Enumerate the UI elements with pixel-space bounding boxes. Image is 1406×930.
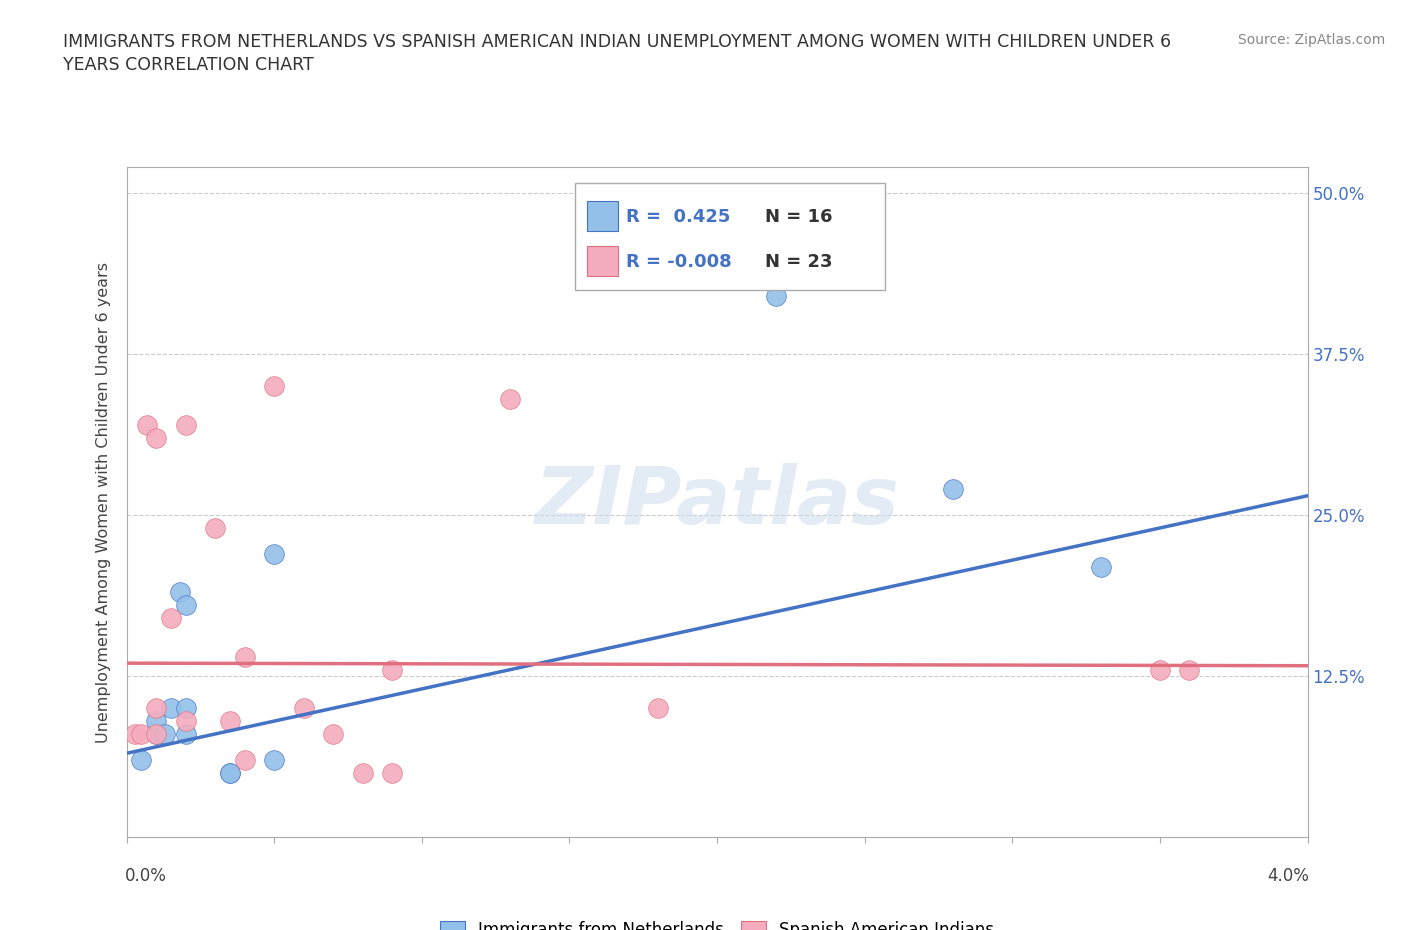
Point bbox=[219, 765, 242, 780]
Point bbox=[145, 431, 167, 445]
Point bbox=[129, 726, 153, 741]
Point bbox=[942, 482, 965, 497]
Point bbox=[145, 701, 167, 716]
Point bbox=[174, 726, 197, 741]
Point bbox=[204, 521, 226, 536]
Point bbox=[160, 611, 183, 626]
Point bbox=[263, 752, 285, 767]
Point bbox=[1149, 662, 1171, 677]
Point bbox=[145, 726, 167, 741]
Text: N = 23: N = 23 bbox=[765, 253, 832, 271]
Point bbox=[124, 726, 146, 741]
Point bbox=[1090, 559, 1112, 574]
Point bbox=[322, 726, 344, 741]
Point bbox=[174, 713, 197, 728]
Text: N = 16: N = 16 bbox=[765, 208, 832, 226]
Point bbox=[263, 546, 285, 561]
Point bbox=[765, 288, 787, 303]
Point bbox=[169, 585, 191, 600]
Point bbox=[263, 379, 285, 393]
Legend: Immigrants from Netherlands, Spanish American Indians: Immigrants from Netherlands, Spanish Ame… bbox=[432, 912, 1002, 930]
Point bbox=[174, 701, 197, 716]
Point bbox=[219, 765, 242, 780]
Text: 4.0%: 4.0% bbox=[1267, 867, 1309, 885]
Y-axis label: Unemployment Among Women with Children Under 6 years: Unemployment Among Women with Children U… bbox=[96, 261, 111, 743]
Text: IMMIGRANTS FROM NETHERLANDS VS SPANISH AMERICAN INDIAN UNEMPLOYMENT AMONG WOMEN : IMMIGRANTS FROM NETHERLANDS VS SPANISH A… bbox=[63, 33, 1171, 50]
Point bbox=[499, 392, 522, 406]
Point bbox=[292, 701, 315, 716]
Point bbox=[233, 752, 256, 767]
Point bbox=[129, 752, 153, 767]
Point bbox=[153, 726, 176, 741]
Point bbox=[136, 418, 159, 432]
Text: R = -0.008: R = -0.008 bbox=[626, 253, 731, 271]
Point bbox=[352, 765, 374, 780]
Point bbox=[233, 649, 256, 664]
Text: YEARS CORRELATION CHART: YEARS CORRELATION CHART bbox=[63, 56, 314, 73]
Text: ZIPatlas: ZIPatlas bbox=[534, 463, 900, 541]
Point bbox=[1178, 662, 1201, 677]
Text: 0.0%: 0.0% bbox=[125, 867, 167, 885]
Point bbox=[160, 701, 183, 716]
Point bbox=[145, 726, 167, 741]
Point bbox=[219, 713, 242, 728]
Text: R =  0.425: R = 0.425 bbox=[626, 208, 730, 226]
Point bbox=[145, 713, 167, 728]
Point bbox=[174, 598, 197, 613]
Text: Source: ZipAtlas.com: Source: ZipAtlas.com bbox=[1237, 33, 1385, 46]
Point bbox=[174, 418, 197, 432]
Point bbox=[381, 765, 404, 780]
Point bbox=[647, 701, 669, 716]
Point bbox=[381, 662, 404, 677]
